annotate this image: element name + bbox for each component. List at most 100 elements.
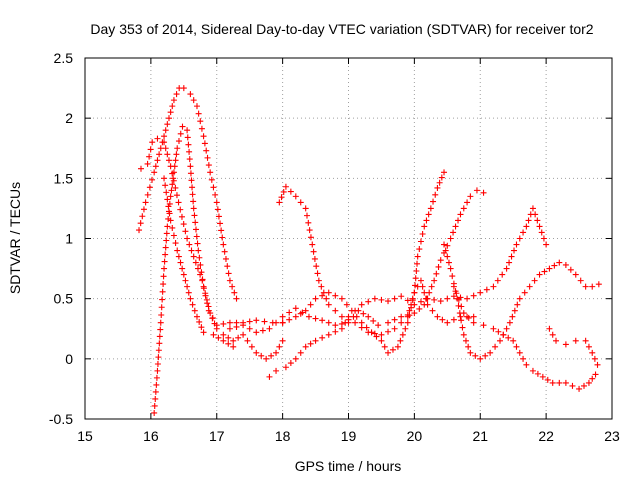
data-point: [510, 337, 517, 344]
data-point: [592, 371, 599, 378]
data-point: [311, 255, 318, 262]
data-point: [483, 286, 490, 293]
data-point: [219, 234, 226, 241]
data-point: [525, 217, 532, 224]
data-point: [168, 187, 175, 194]
data-point: [509, 313, 516, 320]
data-point: [165, 115, 172, 122]
data-point: [458, 303, 465, 310]
data-point: [514, 301, 521, 308]
data-point: [307, 234, 314, 241]
data-point: [371, 295, 378, 302]
data-point: [191, 212, 198, 219]
data-point: [225, 270, 232, 277]
data-point: [305, 219, 312, 226]
data-point: [312, 337, 319, 344]
series-arc8: [226, 187, 487, 336]
data-point: [179, 123, 186, 130]
data-point: [187, 163, 194, 170]
data-point: [137, 220, 144, 227]
data-point: [171, 163, 178, 170]
data-point: [194, 240, 201, 247]
data-point: [186, 241, 193, 248]
data-point: [226, 277, 233, 284]
data-point: [177, 206, 184, 213]
data-point: [230, 337, 237, 344]
data-point: [348, 307, 355, 314]
data-point: [302, 205, 309, 212]
data-point: [437, 298, 444, 305]
data-point: [167, 217, 174, 224]
data-point: [490, 325, 497, 332]
data-point: [169, 103, 176, 110]
data-point: [278, 194, 285, 201]
data-point: [523, 361, 530, 368]
data-point: [325, 319, 332, 326]
data-point: [259, 327, 266, 334]
data-point: [172, 184, 179, 191]
data-point: [189, 301, 196, 308]
data-point: [163, 230, 170, 237]
data-point: [225, 340, 232, 347]
data-point: [428, 283, 435, 290]
data-point: [431, 296, 438, 303]
data-point: [398, 319, 405, 326]
data-point: [305, 313, 312, 320]
data-point: [220, 337, 227, 344]
data-point: [164, 196, 171, 203]
y-tick-label: 1: [65, 231, 73, 247]
data-point: [161, 265, 168, 272]
data-point: [157, 145, 164, 152]
data-point: [177, 259, 184, 266]
data-point: [544, 376, 551, 383]
data-point: [153, 374, 160, 381]
data-point: [162, 244, 169, 251]
data-point: [226, 325, 233, 332]
data-point: [553, 337, 560, 344]
data-point: [170, 97, 177, 104]
data-point: [412, 282, 419, 289]
data-point: [162, 251, 169, 258]
data-point: [166, 210, 173, 217]
data-point: [286, 309, 293, 316]
data-point: [423, 295, 430, 302]
data-point: [157, 326, 164, 333]
data-point: [562, 261, 569, 268]
data-point: [226, 319, 233, 326]
data-point: [192, 259, 199, 266]
data-point: [480, 189, 487, 196]
data-point: [292, 305, 299, 312]
data-point: [433, 270, 440, 277]
data-point: [196, 254, 203, 261]
data-point: [444, 253, 451, 260]
data-point: [170, 169, 177, 176]
data-point: [464, 295, 471, 302]
data-point: [402, 325, 409, 332]
data-point: [159, 139, 166, 146]
data-point: [309, 241, 316, 248]
data-point: [210, 184, 217, 191]
data-point: [156, 340, 163, 347]
data-point: [146, 153, 153, 160]
data-point: [332, 307, 339, 314]
data-point: [413, 267, 420, 274]
data-point: [193, 313, 200, 320]
data-point: [188, 177, 195, 184]
data-point: [186, 148, 193, 155]
data-point: [508, 253, 515, 260]
data-point: [266, 373, 273, 380]
data-point: [193, 103, 200, 110]
data-point: [185, 141, 192, 148]
data-point: [378, 331, 385, 338]
data-point: [536, 271, 543, 278]
data-point: [180, 221, 187, 228]
data-point: [297, 199, 304, 206]
data-point: [190, 198, 197, 205]
data-point: [253, 349, 260, 356]
data-point: [516, 235, 523, 242]
data-point: [167, 109, 174, 116]
data-point: [161, 258, 168, 265]
data-point: [368, 329, 375, 336]
data-point: [173, 91, 180, 98]
x-tick-label: 18: [275, 428, 291, 444]
